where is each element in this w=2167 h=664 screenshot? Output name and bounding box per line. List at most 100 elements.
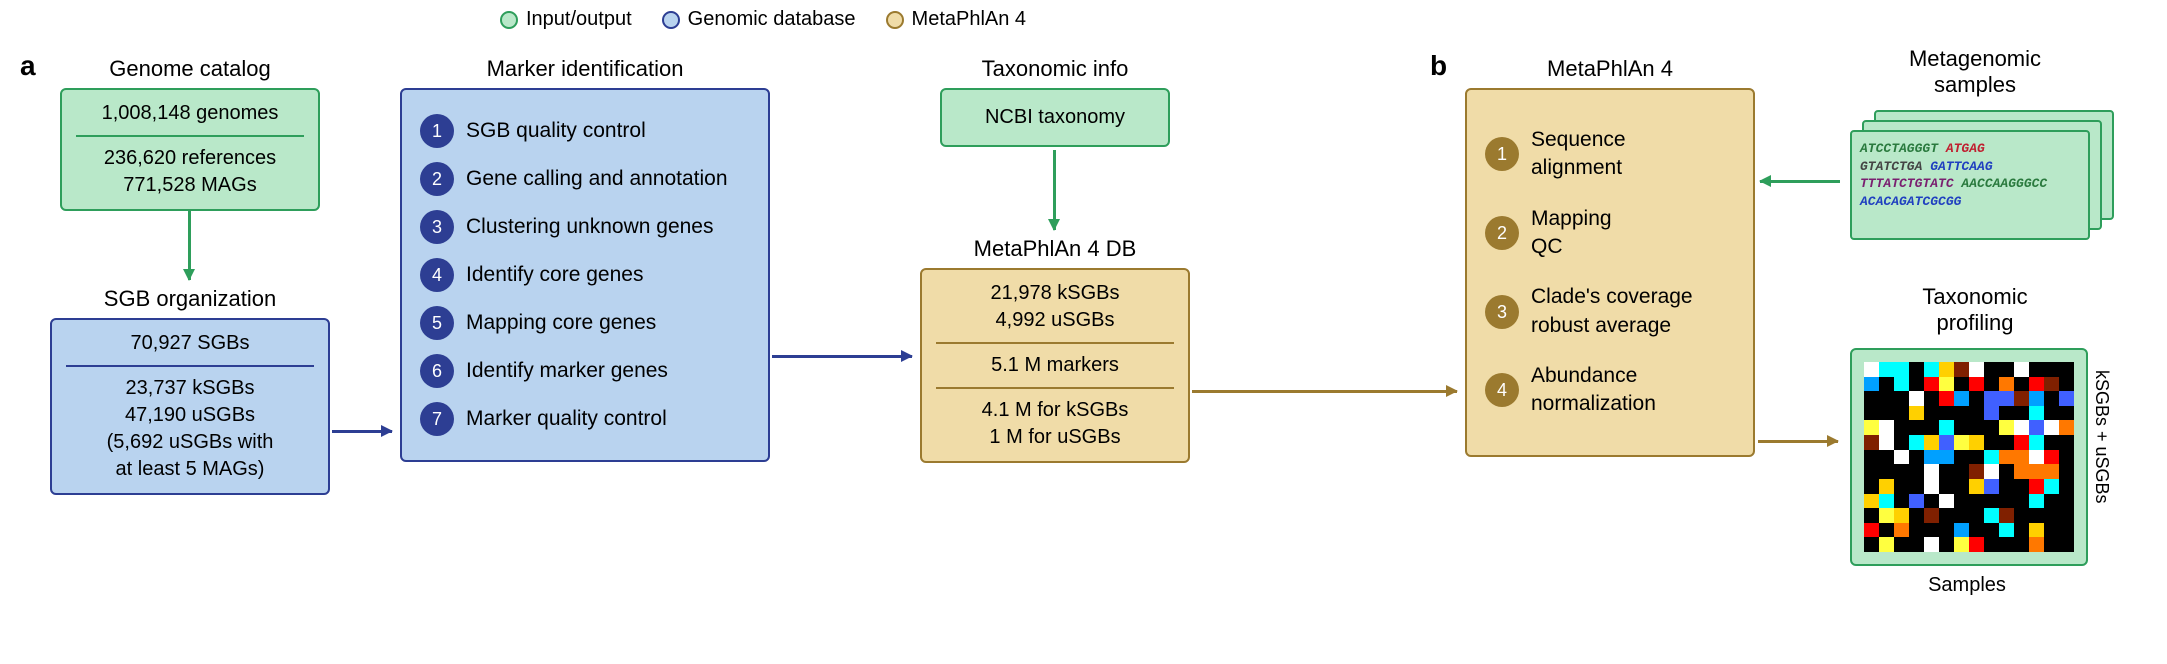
heatmap-cell — [1894, 362, 1909, 377]
heatmap-cell — [1894, 420, 1909, 435]
heatmap-cell — [1939, 406, 1954, 421]
heatmap-cell — [2029, 362, 2044, 377]
heatmap-cell — [1924, 508, 1939, 523]
profiling-ylabel: kSGBs + uSGBs — [2091, 370, 2112, 504]
step-number-icon: 4 — [1485, 373, 1519, 407]
heatmap-cell — [2044, 464, 2059, 479]
profiling-xlabel: Samples — [1850, 574, 2084, 597]
heatmap-cell — [2059, 523, 2074, 538]
heatmap-cell — [1999, 391, 2014, 406]
heatmap-cell — [1924, 494, 1939, 509]
heatmap-cell — [2059, 508, 2074, 523]
legend-dot-genomic — [662, 11, 680, 29]
heatmap-cell — [2029, 494, 2044, 509]
heatmap-cell — [2059, 391, 2074, 406]
step-number-icon: 4 — [420, 258, 454, 292]
heatmap-cell — [1969, 537, 1984, 552]
heatmap-cell — [1909, 464, 1924, 479]
genome-catalog-l1: 1,008,148 genomes — [76, 100, 304, 127]
heatmap-cell — [2059, 362, 2074, 377]
step-label: Mapping core genes — [466, 309, 656, 337]
heatmap-cell — [1864, 377, 1879, 392]
heatmap-cell — [1864, 420, 1879, 435]
heatmap-cell — [1954, 523, 1969, 538]
heatmap-cell — [1984, 377, 1999, 392]
heatmap-cell — [1864, 435, 1879, 450]
heatmap-cell — [2014, 479, 2029, 494]
heatmap-cell — [1909, 391, 1924, 406]
heatmap-cell — [2029, 523, 2044, 538]
heatmap-cell — [1954, 494, 1969, 509]
heatmap-cell — [1939, 523, 1954, 538]
heatmap-cell — [1909, 420, 1924, 435]
heatmap-cell — [1909, 377, 1924, 392]
heatmap-cell — [1984, 391, 1999, 406]
sequence-text: ATCCTAGGGT — [1860, 141, 1946, 156]
heatmap-cell — [1894, 435, 1909, 450]
step-number-icon: 6 — [420, 354, 454, 388]
step-label: Gene calling and annotation — [466, 165, 728, 193]
legend-mp4: MetaPhlAn 4 — [886, 8, 1027, 31]
step-label: Identify core genes — [466, 261, 643, 289]
step-label: Sequence alignment — [1531, 126, 1626, 183]
heatmap-cell — [1984, 508, 1999, 523]
heatmap-cell — [1894, 406, 1909, 421]
sgb-org-title: SGB organization — [50, 286, 330, 312]
heatmap-cell — [1894, 391, 1909, 406]
arrow-marker-to-db — [772, 355, 912, 358]
step-number-icon: 1 — [420, 114, 454, 148]
step-label: Identify marker genes — [466, 357, 668, 385]
heatmap-cell — [1999, 450, 2014, 465]
heatmap-cell — [1879, 420, 1894, 435]
heatmap-cell — [2014, 450, 2029, 465]
panel-b-label: b — [1430, 50, 1447, 82]
heatmap-cell — [1879, 537, 1894, 552]
heatmap-cell — [2044, 362, 2059, 377]
mp4-db-l5: 1 M for uSGBs — [936, 424, 1174, 451]
heatmap-cell — [1939, 508, 1954, 523]
samples-title: Metagenomic samples — [1830, 46, 2120, 98]
heatmap-cell — [1999, 435, 2014, 450]
sequence-text: ATGAG — [1946, 141, 1985, 156]
heatmap-cell — [1939, 435, 1954, 450]
marker-id-title: Marker identification — [400, 56, 770, 82]
heatmap-cell — [1879, 377, 1894, 392]
heatmap-cell — [1879, 523, 1894, 538]
heatmap-cell — [2014, 537, 2029, 552]
heatmap-cell — [2059, 406, 2074, 421]
heatmap-cell — [2059, 479, 2074, 494]
mp4-db-l4: 4.1 M for kSGBs — [936, 397, 1174, 424]
heatmap-cell — [2044, 377, 2059, 392]
heatmap-cell — [1969, 464, 1984, 479]
mp4-db-l2: 4,992 uSGBs — [936, 307, 1174, 334]
heatmap-cell — [1969, 508, 1984, 523]
heatmap-cell — [1894, 537, 1909, 552]
heatmap-cell — [1954, 450, 1969, 465]
legend-mp4-label: MetaPhlAn 4 — [912, 8, 1027, 31]
heatmap-cell — [2014, 377, 2029, 392]
mp4-step: 3Clade's coverage robust average — [1485, 283, 1735, 340]
heatmap-cell — [1999, 508, 2014, 523]
sgb-org-l2: 23,737 kSGBs — [66, 375, 314, 402]
step-label: Abundance normalization — [1531, 362, 1656, 419]
heatmap-cell — [1969, 450, 1984, 465]
heatmap-cell — [2014, 494, 2029, 509]
sgb-org-l4: (5,692 uSGBs with — [66, 429, 314, 456]
heatmap-cell — [1969, 479, 1984, 494]
heatmap-cell — [1879, 362, 1894, 377]
heatmap-cell — [1999, 406, 2014, 421]
heatmap-cell — [1924, 537, 1939, 552]
heatmap-cell — [2044, 420, 2059, 435]
sequence-text: AACCAAGGGCC — [1961, 176, 2047, 191]
heatmap-cell — [1969, 435, 1984, 450]
heatmap-cell — [2029, 479, 2044, 494]
heatmap-cell — [1864, 391, 1879, 406]
sgb-org-l1: 70,927 SGBs — [66, 330, 314, 357]
heatmap-cell — [1954, 464, 1969, 479]
heatmap-cell — [1894, 464, 1909, 479]
heatmap-cell — [1894, 494, 1909, 509]
heatmap-cell — [2044, 523, 2059, 538]
heatmap-cell — [1969, 523, 1984, 538]
heatmap-cell — [1864, 479, 1879, 494]
heatmap-cell — [1999, 362, 2014, 377]
